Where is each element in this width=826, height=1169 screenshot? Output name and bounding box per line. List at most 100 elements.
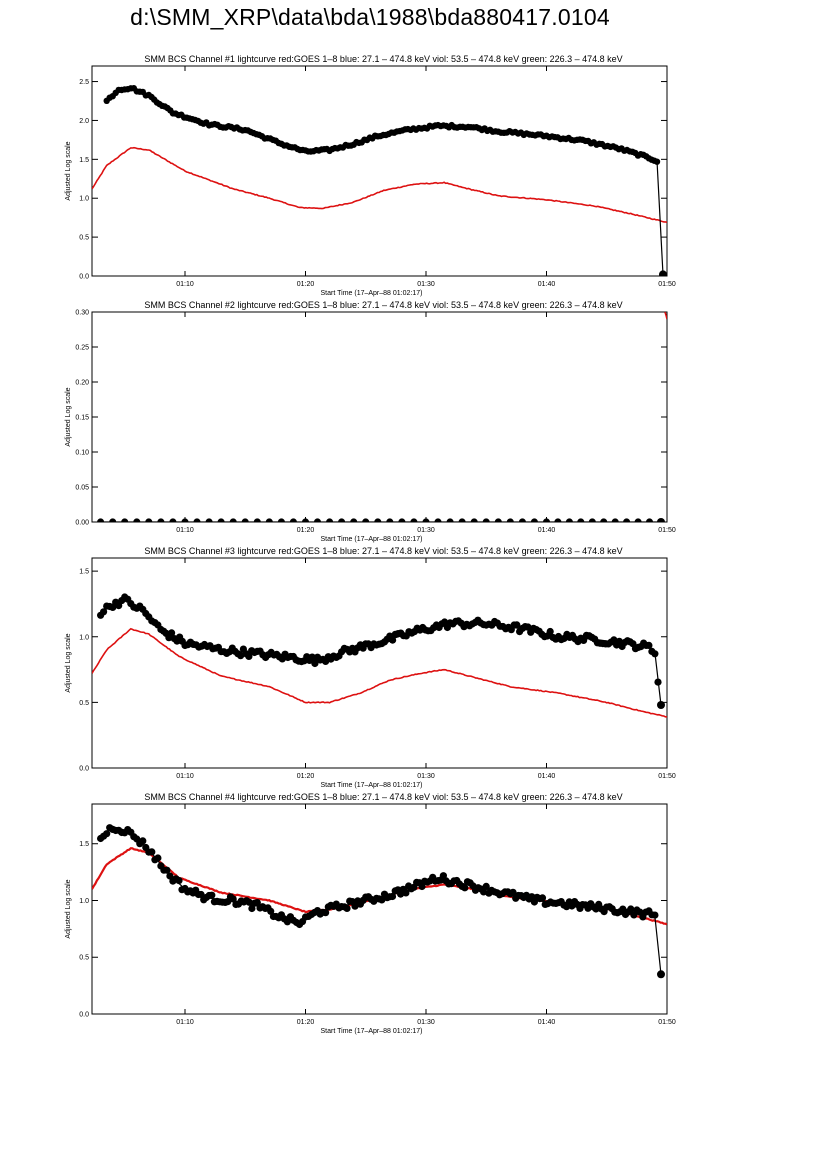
data-point <box>402 889 410 897</box>
y-tick-label: 1.5 <box>79 569 89 576</box>
plot-area <box>92 85 667 276</box>
x-tick-label: 01:10 <box>176 281 194 288</box>
plot-area <box>97 312 667 522</box>
data-point <box>175 877 183 885</box>
series-line-goes <box>92 627 667 718</box>
series-line-goes <box>664 312 667 320</box>
data-point <box>546 627 554 636</box>
data-point <box>237 652 245 660</box>
data-point <box>374 518 382 522</box>
y-tick-label: 0.05 <box>75 485 89 492</box>
data-point <box>97 518 105 522</box>
data-point <box>181 518 189 522</box>
data-point <box>542 518 551 522</box>
x-tick-label: 01:40 <box>538 773 556 780</box>
data-point <box>645 518 654 522</box>
data-point <box>229 895 237 903</box>
y-tick-label: 1.0 <box>79 196 89 203</box>
data-point <box>386 518 394 522</box>
data-point <box>654 678 662 686</box>
y-axis-label: Adjusted Log scale <box>65 387 72 446</box>
y-tick-label: 0.0 <box>79 274 89 281</box>
data-point <box>458 518 466 522</box>
data-point <box>657 701 665 709</box>
data-point <box>163 866 171 874</box>
chart-panel-4: SMM BCS Channel #4 lightcurve red:GOES 1… <box>65 792 676 1035</box>
data-point <box>277 518 285 522</box>
data-point <box>338 518 346 522</box>
y-tick-label: 0.5 <box>79 235 89 242</box>
x-tick-label: 01:50 <box>658 281 676 288</box>
data-point <box>422 518 430 522</box>
data-point <box>301 518 310 522</box>
y-tick-label: 2.5 <box>79 79 89 86</box>
data-point <box>538 894 547 902</box>
data-point <box>554 518 562 522</box>
data-point <box>651 911 659 919</box>
series-line-bcs <box>100 599 662 706</box>
data-point <box>308 653 316 661</box>
data-point <box>157 518 165 522</box>
data-point <box>109 603 117 612</box>
data-point <box>441 618 449 626</box>
data-point <box>193 518 201 522</box>
data-point <box>482 518 490 522</box>
data-point <box>362 518 370 522</box>
data-point <box>659 270 667 276</box>
chart-title: SMM BCS Channel #2 lightcurve red:GOES 1… <box>144 300 622 310</box>
x-tick-label: 01:30 <box>417 527 435 534</box>
data-point <box>565 518 573 522</box>
x-tick-label: 01:10 <box>176 773 194 780</box>
x-tick-label: 01:50 <box>658 527 676 534</box>
data-point <box>530 518 538 522</box>
data-point <box>461 884 469 892</box>
data-point <box>217 518 225 522</box>
chart-title: SMM BCS Channel #3 lightcurve red:GOES 1… <box>144 546 622 556</box>
x-tick-label: 01:20 <box>297 1019 315 1026</box>
chart-title: SMM BCS Channel #1 lightcurve red:GOES 1… <box>144 54 622 64</box>
data-point <box>388 892 397 901</box>
data-point <box>311 659 319 668</box>
y-tick-label: 0.30 <box>75 310 89 317</box>
plot-frame <box>91 803 668 1015</box>
x-tick-label: 01:20 <box>297 281 315 288</box>
y-tick-label: 1.0 <box>79 898 89 905</box>
y-tick-label: 2.0 <box>79 118 89 125</box>
x-tick-label: 01:40 <box>538 281 556 288</box>
x-tick-label: 01:40 <box>538 527 556 534</box>
data-point <box>245 652 253 661</box>
data-point <box>410 518 418 522</box>
y-tick-label: 0.0 <box>79 1012 89 1019</box>
data-point <box>133 518 141 522</box>
data-point <box>351 902 359 910</box>
data-point <box>600 518 608 522</box>
y-axis-label: Adjusted Log scale <box>65 633 72 692</box>
x-tick-label: 01:30 <box>417 773 435 780</box>
x-tick-label: 01:30 <box>417 281 435 288</box>
x-tick-label: 01:20 <box>297 527 315 534</box>
data-point <box>109 518 117 522</box>
x-tick-label: 01:50 <box>658 773 676 780</box>
plot-area <box>92 824 667 979</box>
data-point <box>645 641 653 650</box>
plot-frame <box>91 65 668 277</box>
data-point <box>657 970 665 979</box>
x-axis-label: Start Time (17–Apr–88 01:02:17) <box>321 782 423 789</box>
data-point <box>322 909 330 917</box>
page-title: d:\SMM_XRP\data\bda\1988\bda880417.0104 <box>130 4 610 30</box>
data-point <box>653 158 661 165</box>
data-point <box>623 518 631 522</box>
data-point <box>343 904 351 913</box>
series-line-goes <box>92 847 667 926</box>
y-tick-label: 1.5 <box>79 841 89 848</box>
x-tick-label: 01:30 <box>417 1019 435 1026</box>
data-point <box>265 518 273 522</box>
chart-title: SMM BCS Channel #4 lightcurve red:GOES 1… <box>144 792 622 802</box>
data-point <box>326 518 334 522</box>
data-point <box>446 518 454 522</box>
data-point <box>289 518 297 522</box>
y-tick-label: 0.20 <box>75 380 89 387</box>
y-tick-label: 0.0 <box>79 766 89 773</box>
data-point <box>470 518 478 522</box>
data-point <box>524 623 532 631</box>
